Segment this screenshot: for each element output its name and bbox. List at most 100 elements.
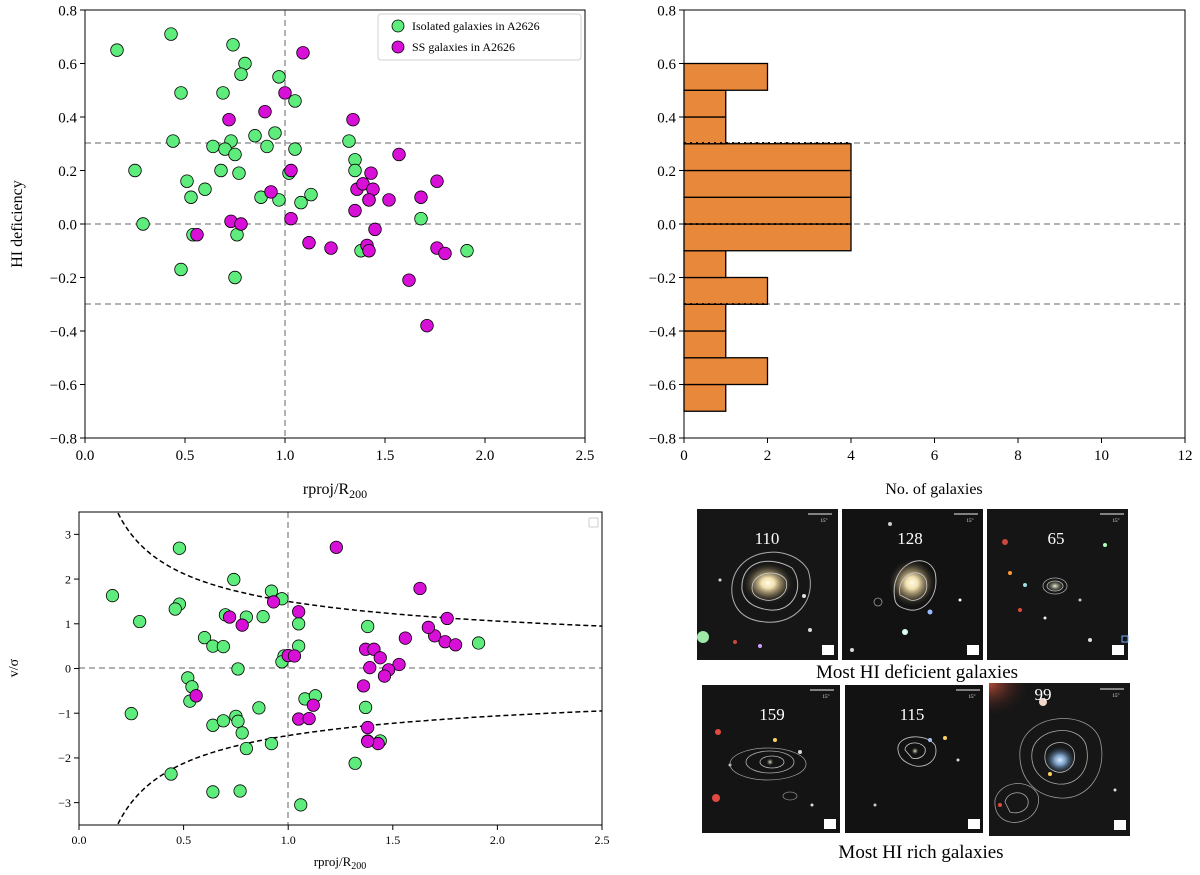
point-isolated (361, 619, 375, 634)
pB-xtick-label: 0 (680, 448, 688, 464)
point-isolated (256, 610, 270, 624)
pC-xtick-label: 0.0 (72, 833, 87, 847)
y-axis-label: HI deficiency (9, 180, 26, 268)
cutout-rich-2: 15" 115 (845, 685, 983, 833)
point-ss (189, 689, 203, 703)
point-isolated (272, 193, 286, 207)
cutout-deficient-1: 15" 110 (697, 509, 838, 660)
point-isolated (234, 67, 248, 81)
histogram-bar (683, 303, 727, 332)
point-isolated (216, 639, 230, 654)
point-isolated (166, 134, 180, 148)
point-ss (190, 227, 204, 242)
point-ss (329, 540, 343, 554)
x-axis-label: rproj/R200 (303, 481, 367, 501)
point-ss (413, 581, 427, 596)
point-isolated (174, 262, 188, 277)
pC-ytick-label: 1 (65, 617, 71, 631)
point-ss (361, 720, 375, 735)
pA-ytick-label: 0.8 (58, 3, 77, 19)
point-isolated (359, 700, 373, 715)
point-ss (440, 611, 454, 626)
pA-ytick-label: −0.6 (50, 378, 78, 394)
point-ss (234, 217, 248, 231)
cutout-deficient-2: 15" 128 (842, 509, 983, 660)
pB-xtick-label: 6 (931, 448, 939, 464)
histogram-bar (683, 89, 727, 118)
pC-xtick-label: 2.0 (490, 833, 505, 847)
cutout-deficient-3: 15" 65 (987, 509, 1129, 660)
point-isolated (168, 602, 182, 616)
pA-xtick-label: 1.0 (276, 448, 295, 464)
point-isolated (260, 139, 274, 154)
pC-ytick-label: 2 (65, 572, 71, 586)
histogram-bar (683, 276, 769, 305)
pA-ytick-label: 0.0 (58, 217, 77, 233)
pB-ytick-label: 0.2 (657, 164, 676, 180)
pB-ytick-label: −0.4 (649, 324, 677, 340)
galaxy-cutouts: 15" 110 15" 128 (697, 509, 1130, 863)
cutout-id: 65 (1048, 529, 1065, 548)
pC-ytick-label: −3 (58, 796, 71, 810)
pB-xtick-label: 10 (1094, 448, 1109, 464)
cutout-id: 115 (900, 705, 925, 724)
cutout-id: 110 (755, 529, 780, 548)
point-ss (284, 211, 298, 226)
point-ss (438, 246, 452, 261)
point-ss (324, 241, 338, 255)
pB-ytick-label: −0.2 (649, 271, 676, 287)
histogram-bar (683, 330, 727, 359)
pB-xtick-label: 12 (1178, 448, 1193, 464)
point-isolated (198, 182, 212, 196)
histogram-bar (683, 383, 727, 412)
point-isolated (231, 714, 245, 728)
point-ss (278, 86, 292, 100)
caption-deficient: Most HI deficient galaxies (816, 662, 1018, 683)
point-isolated (226, 38, 240, 52)
point-isolated (172, 541, 187, 555)
point-ss (302, 711, 316, 726)
histogram-bar (683, 223, 852, 252)
point-ss (361, 734, 375, 748)
point-ss (348, 203, 362, 218)
point-ss (346, 112, 360, 127)
point-ss (296, 46, 310, 60)
point-ss (373, 651, 387, 665)
pA-ytick-label: −0.8 (50, 431, 77, 447)
svg-text:15": 15" (966, 519, 973, 524)
svg-text:15": 15" (1112, 519, 1119, 524)
point-isolated (232, 166, 246, 180)
histogram-bar (683, 143, 852, 172)
point-isolated (348, 163, 362, 178)
legend-label-isolated: Isolated galaxies in A2626 (412, 19, 540, 33)
point-ss (382, 193, 396, 207)
point-isolated (216, 714, 230, 728)
pC-ytick-label: −1 (58, 706, 71, 720)
point-isolated (128, 163, 142, 178)
point-isolated (292, 617, 306, 631)
cutout-rich-1: 15" 159 (702, 685, 840, 833)
point-isolated (288, 94, 302, 108)
point-isolated (110, 43, 124, 57)
point-isolated (228, 270, 242, 285)
pC-ytick-label: 3 (65, 528, 71, 542)
x-axis-label: rproj/R200 (314, 854, 367, 872)
pC-xtick-label: 0.5 (176, 833, 191, 847)
point-ss (392, 147, 406, 162)
point-isolated (214, 163, 228, 178)
point-isolated (348, 756, 362, 770)
svg-text:15": 15" (820, 519, 827, 524)
point-isolated (206, 139, 220, 154)
point-ss (235, 618, 249, 632)
pB-ytick-label: 0.0 (657, 217, 676, 233)
point-ss (392, 657, 406, 672)
point-ss (258, 104, 272, 119)
pB-ytick-label: 0.8 (657, 3, 676, 19)
legend-label-ss: SS galaxies in A2626 (412, 40, 515, 54)
point-isolated (231, 662, 245, 676)
pB-xtick-label: 2 (764, 448, 772, 464)
point-isolated (136, 217, 150, 231)
pB-ytick-label: 0.4 (657, 110, 676, 126)
point-isolated (471, 636, 486, 650)
point-isolated (268, 126, 282, 140)
